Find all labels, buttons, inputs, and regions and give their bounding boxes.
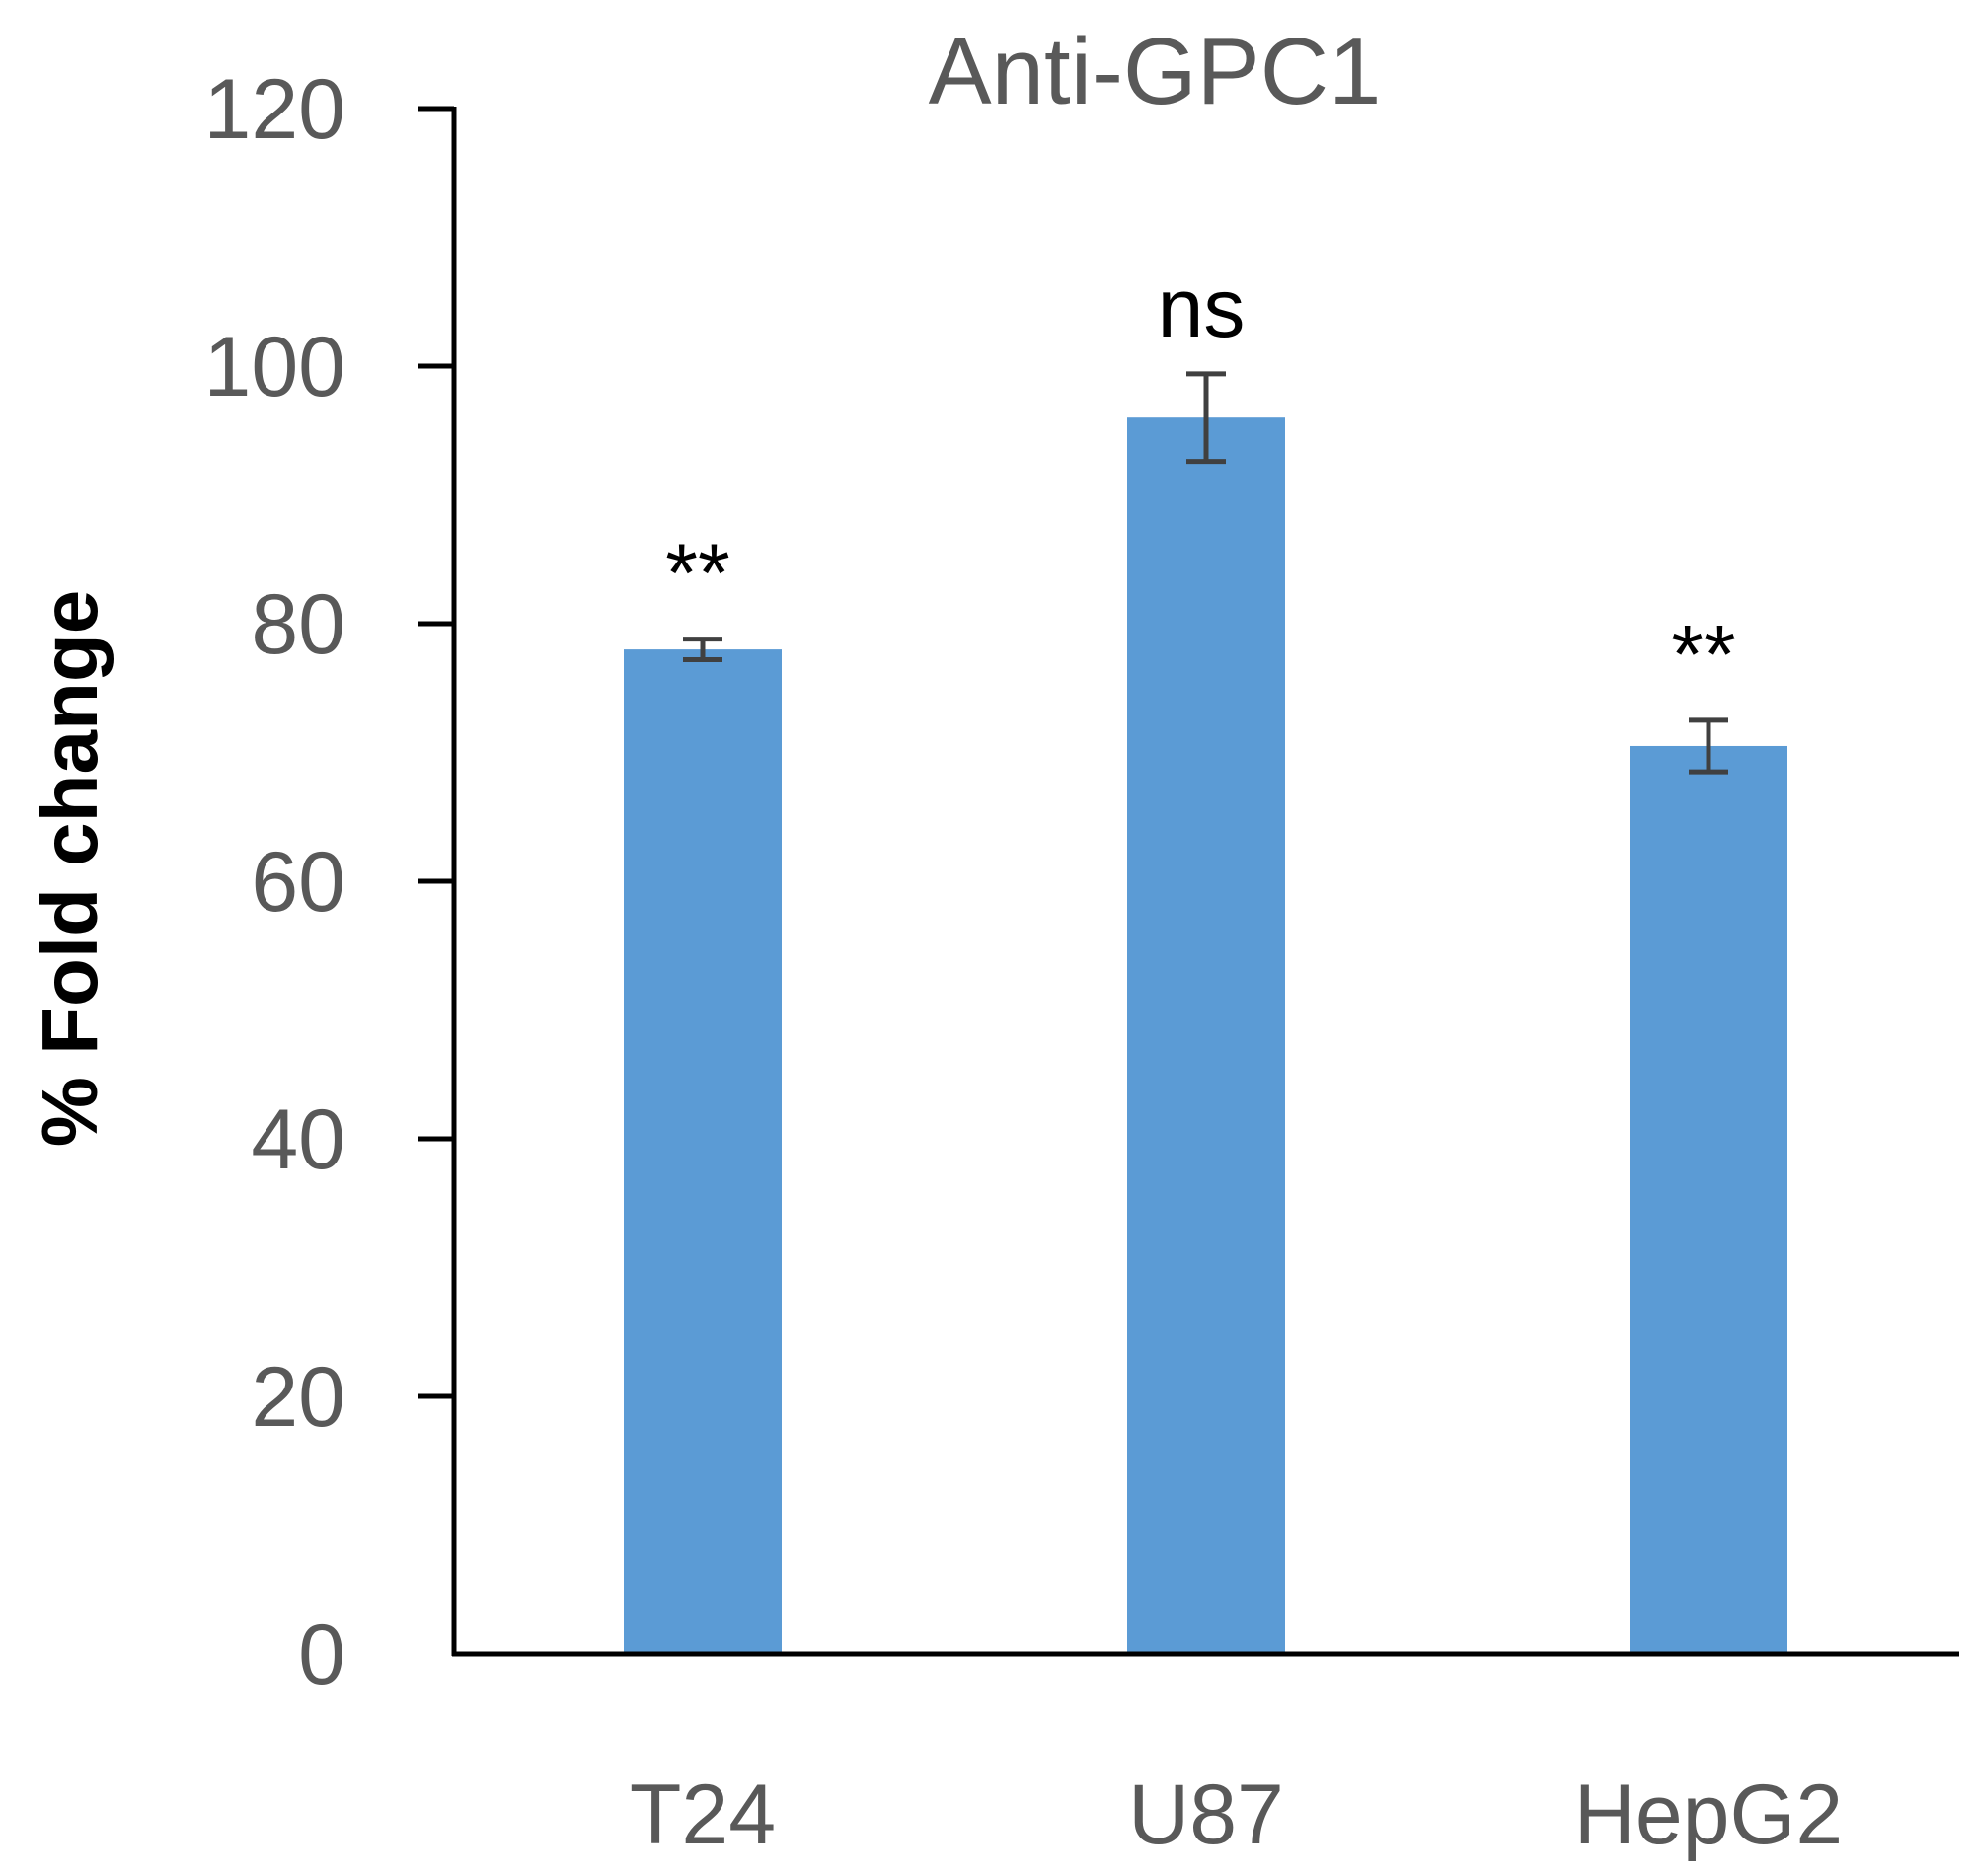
significance-label-hepg2: ** xyxy=(1671,608,1735,701)
error-bar-hepg2 xyxy=(1689,717,1728,775)
error-bar-t24 xyxy=(683,637,722,663)
bar-hepg2 xyxy=(1630,745,1787,1654)
y-tick-label-40: 40 xyxy=(251,1092,345,1187)
chart-title: Anti-GPC1 xyxy=(929,19,1382,124)
y-tick-label-120: 120 xyxy=(204,62,346,157)
bars-layer xyxy=(624,371,1787,1655)
significance-label-u87: ns xyxy=(1158,262,1246,354)
significance-label-t24: ** xyxy=(665,527,729,620)
y-axis-label: % Fold change xyxy=(26,590,114,1148)
x-tick-label-hepg2: HepG2 xyxy=(1574,1767,1844,1862)
bar-u87 xyxy=(1127,417,1285,1655)
x-tick-label-t24: T24 xyxy=(630,1767,776,1862)
axes-layer xyxy=(418,106,1959,1657)
y-tick-label-100: 100 xyxy=(204,320,346,414)
y-tick-label-60: 60 xyxy=(251,835,345,930)
y-tick-label-20: 20 xyxy=(251,1350,345,1445)
bar-t24 xyxy=(624,649,782,1654)
labels-layer: ** T24 ns U87 ** HepG2 0 20 40 60 80 100 120 xyxy=(204,62,1844,1862)
y-tick-label-0: 0 xyxy=(298,1608,345,1702)
error-bar-u87 xyxy=(1186,371,1226,465)
y-tick-label-80: 80 xyxy=(251,577,345,672)
x-tick-label-u87: U87 xyxy=(1128,1767,1284,1862)
